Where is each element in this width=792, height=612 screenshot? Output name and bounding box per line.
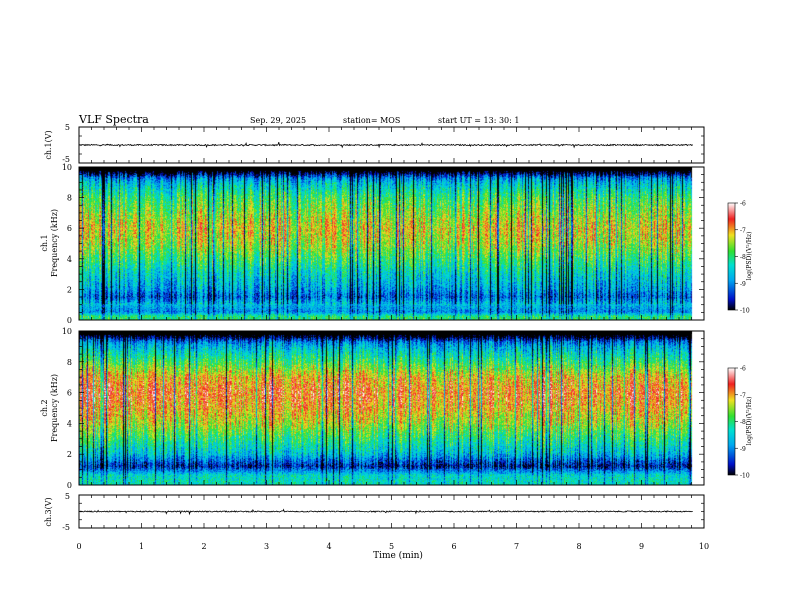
start-time-label: start UT = 13: 30: 1 [438, 116, 519, 125]
time-ticklabel: 0 [76, 542, 81, 551]
time-axis-ticklabels: 0 1 2 3 4 5 6 7 8 9 10 [76, 542, 709, 551]
time-ticklabel: 1 [139, 542, 144, 551]
colorbar-ticklabel: -6 [740, 366, 746, 373]
time-ticklabel: 5 [389, 542, 394, 551]
ch1-ytick-top: 5 [65, 123, 70, 132]
frequency-ticklabel: 0 [67, 316, 72, 325]
figure-title: VLF Spectra [78, 113, 149, 126]
time-axis-label: Time (min) [373, 550, 423, 561]
ch2-spectrogram-ticks [78, 330, 705, 486]
frequency-ticklabel: 8 [67, 358, 72, 367]
waveform-line [79, 141, 694, 149]
ch3-ytick-top: 5 [65, 492, 70, 501]
ch1-spectrogram-image [79, 167, 704, 320]
time-ticklabel: 6 [451, 542, 456, 551]
ch1-colorbar-ticks: -6 -7 -8 -9 -10 [735, 201, 750, 315]
time-ticklabel: 7 [514, 542, 519, 551]
time-ticklabel: 4 [326, 542, 331, 551]
ch3-ytick-bottom: -5 [62, 523, 70, 532]
ch1-spectrogram-ticks [78, 166, 705, 321]
waveform-line [79, 508, 693, 516]
ch1-colorbar-label: log(PSD)(V²/Hz) [746, 232, 753, 281]
colorbar-ticklabel: -8 [740, 254, 746, 261]
frequency-ticklabel: 0 [67, 481, 72, 490]
frequency-ticklabel: 6 [67, 389, 72, 398]
frequency-ticklabel: 2 [67, 450, 72, 459]
ch2-colorbar-label: log(PSD)(V²/Hz) [746, 397, 753, 446]
colorbar-ticklabel: -10 [740, 308, 750, 315]
colorbar-ticklabel: -6 [740, 201, 746, 208]
ch1-waveform-ylabel: ch.1(V) [44, 130, 53, 159]
ch3-waveform-trace [79, 508, 693, 516]
ch3-waveform-ylabel: ch.3(V) [44, 497, 53, 526]
colorbar-ticklabel: -9 [740, 446, 746, 453]
frequency-ticklabel: 10 [62, 327, 72, 336]
ch2-spectrogram-panel: 0 2 4 6 8 10 ch.2 Frequency (kHz) [40, 327, 705, 490]
ch2-spectrogram-ylabel-frequency: Frequency (kHz) [50, 374, 59, 442]
ch2-colorbar-gradient [727, 367, 736, 476]
ch1-colorbar-gradient [727, 202, 736, 311]
frequency-ticklabel: 4 [67, 255, 72, 264]
colorbar-ticklabel: -8 [740, 419, 746, 426]
ch2-spectrogram-yticklabels: 0 2 4 6 8 10 [62, 327, 72, 490]
frequency-ticklabel: 2 [67, 285, 72, 294]
ch2-spectrogram-image [79, 331, 704, 485]
time-ticklabel: 3 [264, 542, 269, 551]
ch1-colorbar: -6 -7 -8 -9 -10 log(PSD)(V²/Hz) [727, 201, 753, 315]
ch1-spectrogram-yticklabels: 0 2 4 6 8 10 [62, 163, 72, 325]
ch2-colorbar-ticks: -6 -7 -8 -9 -10 [735, 366, 750, 480]
ch1-waveform-trace [79, 141, 694, 149]
ch2-spectrogram-ylabel-channel: ch.2 [40, 399, 49, 416]
frequency-ticklabel: 6 [67, 224, 72, 233]
frequency-ticklabel: 10 [62, 163, 72, 172]
date-label: Sep. 29, 2025 [250, 116, 306, 125]
colorbar-ticklabel: -10 [740, 473, 750, 480]
ch3-waveform-panel: 5 -5 ch.3(V) [44, 492, 705, 532]
time-ticklabel: 10 [699, 542, 709, 551]
frequency-ticklabel: 8 [67, 194, 72, 203]
colorbar-ticklabel: -7 [740, 227, 746, 234]
time-ticklabel: 2 [201, 542, 206, 551]
ch1-waveform-ticks [78, 126, 705, 164]
ch1-ytick-bottom: -5 [62, 155, 70, 164]
time-ticklabel: 8 [576, 542, 581, 551]
ch1-spectrogram-ylabel-frequency: Frequency (kHz) [50, 209, 59, 277]
ch1-spectrogram-ylabel-channel: ch.1 [40, 234, 49, 251]
ch2-colorbar: -6 -7 -8 -9 -10 log(PSD)(V²/Hz) [727, 366, 753, 480]
ch3-waveform-ticks [78, 494, 705, 529]
colorbar-ticklabel: -9 [740, 281, 746, 288]
station-label: station= MOS [343, 116, 400, 125]
ch1-spectrogram-panel: 0 2 4 6 8 10 ch.1 Frequency (kHz) [40, 163, 705, 325]
ch1-waveform-panel: 5 -5 ch.1(V) [44, 123, 705, 164]
time-ticklabel: 9 [639, 542, 644, 551]
colorbar-ticklabel: -7 [740, 392, 746, 399]
frequency-ticklabel: 4 [67, 419, 72, 428]
